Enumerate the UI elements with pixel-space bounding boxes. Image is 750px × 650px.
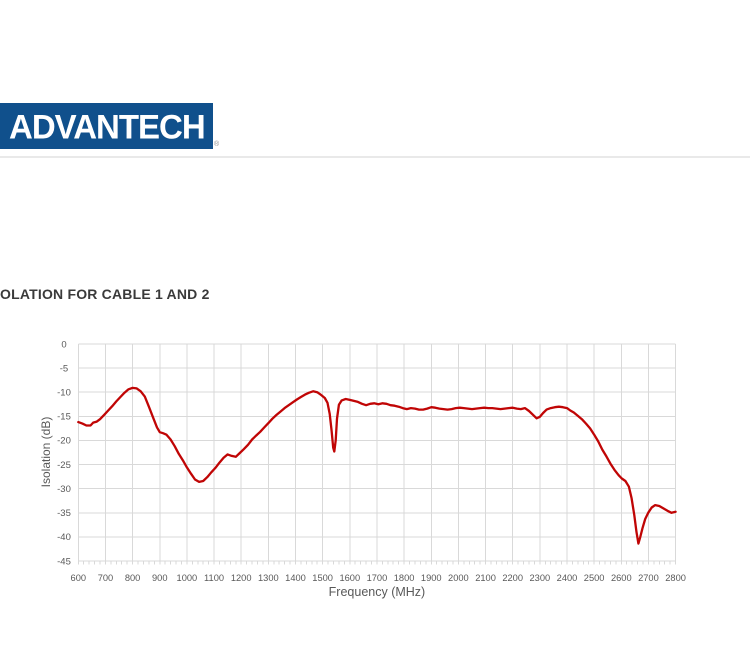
x-tick-label: 2300 <box>530 573 551 583</box>
y-axis-title: Isolation (dB) <box>39 417 53 488</box>
y-tick-label: -20 <box>57 436 71 447</box>
x-tick-label: 1800 <box>394 573 415 583</box>
section-title: OLATION FOR CABLE 1 AND 2 <box>0 286 210 302</box>
x-tick-label: 2600 <box>611 573 632 583</box>
y-tick-label: -10 <box>57 388 71 399</box>
y-tick-label: 0 <box>61 339 66 350</box>
x-tick-label: 800 <box>125 573 141 583</box>
registered-trademark-icon: ® <box>214 141 220 148</box>
x-tick-label: 1700 <box>367 573 388 583</box>
x-tick-label: 2400 <box>557 573 578 583</box>
header-divider <box>0 156 750 158</box>
y-tick-label: -35 <box>57 508 71 519</box>
x-tick-label: 2700 <box>638 573 659 583</box>
x-tick-label: 600 <box>71 573 87 583</box>
x-axis-title: Frequency (MHz) <box>329 585 426 599</box>
x-tick-label: 1600 <box>339 573 360 583</box>
x-tick-label: 2100 <box>475 573 496 583</box>
x-tick-label: 1900 <box>421 573 442 583</box>
x-tick-label: 1200 <box>231 573 252 583</box>
isolation-line-series <box>77 386 677 545</box>
y-tick-label: -30 <box>57 484 71 495</box>
advantech-logo-text: ADVANTECH <box>9 106 206 146</box>
x-tick-label: 1500 <box>312 573 333 583</box>
x-tick-label: 2000 <box>448 573 469 583</box>
y-tick-label: -5 <box>60 363 68 374</box>
x-tick-label: 1000 <box>177 573 198 583</box>
x-tick-label: 1300 <box>258 573 279 583</box>
x-tick-label: 1100 <box>204 573 224 583</box>
y-tick-label: -15 <box>57 412 71 423</box>
x-tick-label: 1400 <box>285 573 306 583</box>
y-tick-label: -45 <box>57 556 71 567</box>
x-tick-label: 2200 <box>502 573 523 583</box>
advantech-logo: ADVANTECH <box>0 103 213 149</box>
x-tick-label: 2800 <box>665 573 686 583</box>
x-tick-label: 900 <box>152 573 168 583</box>
x-tick-label: 700 <box>98 573 114 583</box>
y-tick-label: -25 <box>57 460 71 471</box>
x-tick-label: 2500 <box>584 573 605 583</box>
y-tick-label: -40 <box>57 532 71 543</box>
